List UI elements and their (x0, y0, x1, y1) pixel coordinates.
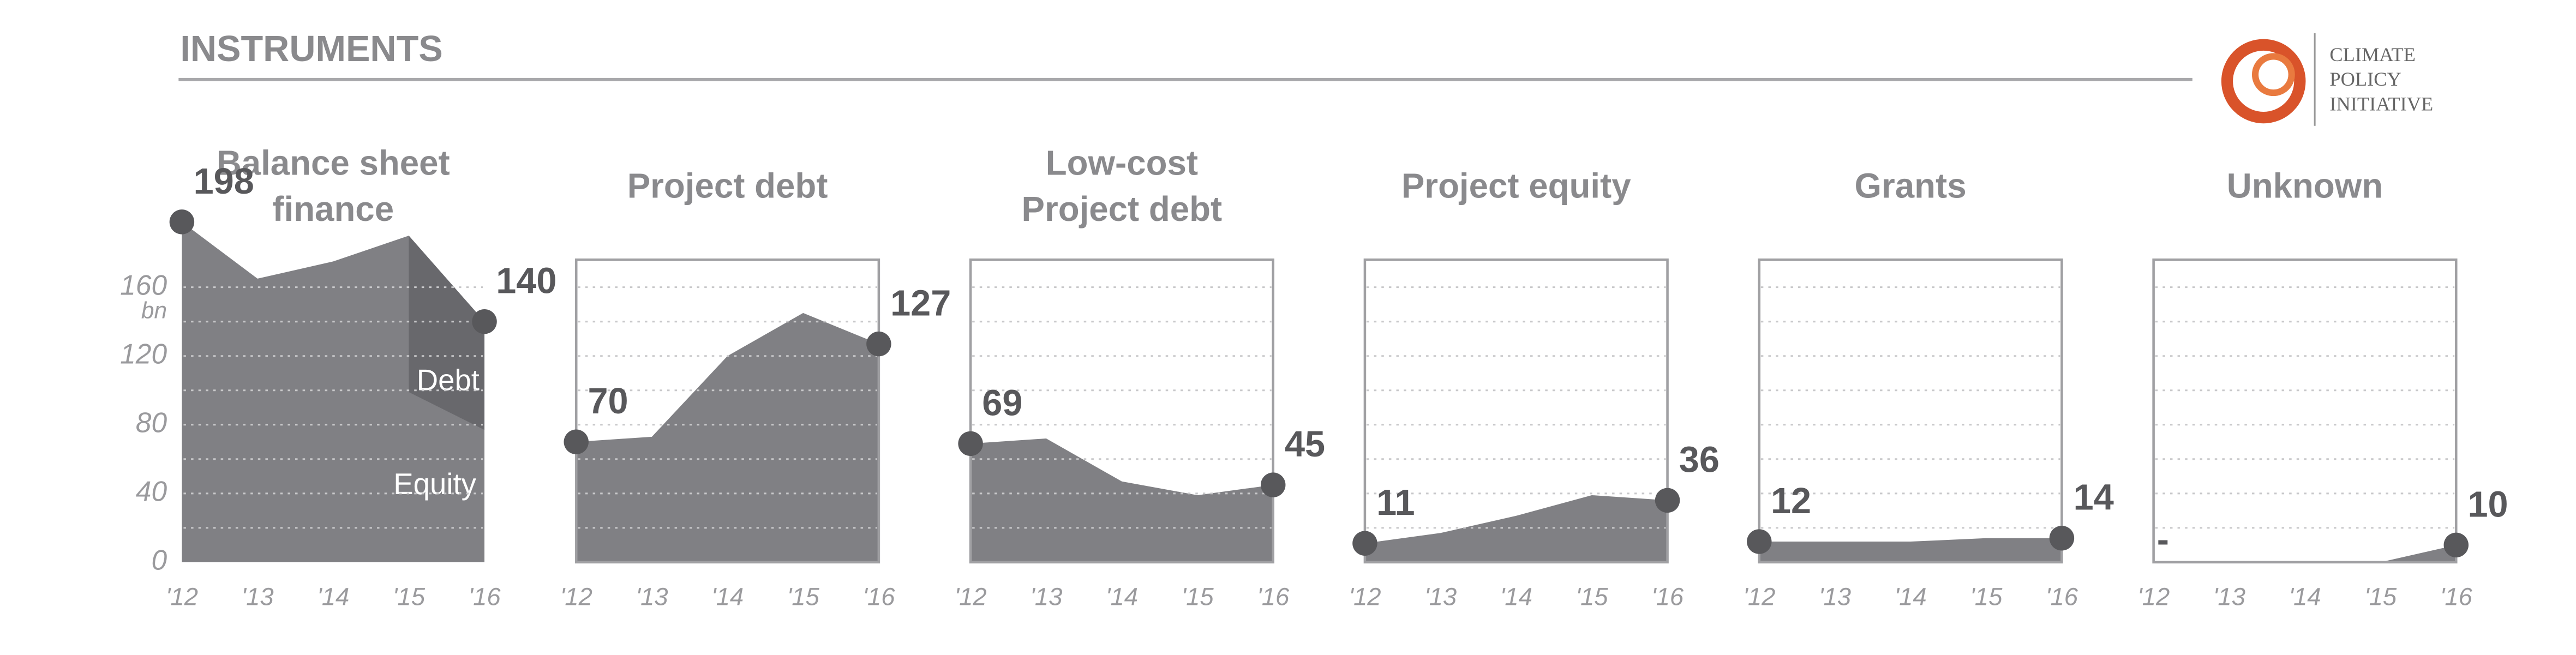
x-tick-label: '13 (1424, 583, 1457, 611)
panel-frame (1363, 258, 1669, 564)
x-tick-label: '15 (787, 583, 820, 611)
value-label: 14 (2074, 478, 2114, 518)
y-tick-label: 160 (120, 269, 167, 301)
x-tick-label: '12 (954, 583, 986, 611)
area (2153, 545, 2457, 562)
x-tick-label: '16 (862, 583, 895, 611)
panel-title: Project debt (627, 167, 828, 206)
panel-frame (574, 258, 880, 564)
x-tick-label: '12 (560, 583, 592, 611)
panel-title: Unknown (2227, 167, 2383, 206)
point (866, 331, 891, 357)
logo: CLIMATE POLICY INITIATIVE (2221, 33, 2433, 126)
point (1352, 531, 1377, 556)
x-tick-label: '13 (1819, 583, 1851, 611)
value-label: 10 (2467, 484, 2508, 525)
y-tick-label: 120 (120, 338, 167, 369)
point (472, 309, 497, 334)
point (1747, 529, 1772, 554)
x-tick-label: '14 (711, 583, 744, 611)
value-label: 69 (982, 383, 1022, 423)
point (1655, 488, 1680, 513)
area (1364, 495, 1668, 562)
x-tick-label: '16 (2046, 583, 2078, 611)
point (169, 209, 195, 235)
point (2049, 526, 2075, 551)
y-unit: bn (141, 297, 167, 323)
x-tick-label: '14 (2289, 583, 2321, 611)
segment-area (409, 236, 485, 430)
logo-inner (2251, 53, 2295, 97)
x-tick-label: '16 (468, 583, 501, 611)
area (971, 438, 1273, 562)
header-title: INSTRUMENTS (180, 29, 442, 69)
x-tick-label: '15 (1181, 583, 1214, 611)
value-label: 140 (496, 261, 556, 302)
x-tick-label: '12 (1349, 583, 1381, 611)
x-tick-label: '14 (1894, 583, 1926, 611)
x-tick-label: '12 (1743, 583, 1775, 611)
logo-text: CLIMATE (2329, 44, 2416, 65)
x-tick-label: '14 (1500, 583, 1532, 611)
panel-title: finance (272, 190, 394, 229)
x-tick-label: '16 (1651, 583, 1684, 611)
value-label: 12 (1771, 481, 1811, 521)
x-tick-label: '15 (1970, 583, 2003, 611)
panel-title: Grants (1855, 167, 1967, 206)
x-tick-label: '13 (2213, 583, 2245, 611)
point (564, 429, 589, 455)
x-tick-label: '14 (1106, 583, 1138, 611)
x-tick-label: '15 (1575, 583, 1608, 611)
value-label: 70 (588, 381, 628, 422)
area (1759, 538, 2062, 562)
x-tick-label: '13 (636, 583, 668, 611)
value-label: 45 (1285, 424, 1325, 465)
segment-label: Equity (393, 467, 476, 501)
point (1260, 472, 1286, 497)
panel-title: Low-cost (1046, 143, 1198, 182)
y-tick-label: 80 (136, 406, 167, 438)
value-label: 36 (1679, 440, 1720, 480)
logo-text: POLICY (2329, 68, 2401, 90)
point (2443, 532, 2469, 558)
value-label: 127 (890, 284, 951, 324)
y-tick-label: 40 (136, 475, 167, 507)
x-tick-label: '12 (2137, 583, 2170, 611)
value-label: - (2157, 520, 2169, 560)
logo-ring (2221, 39, 2306, 124)
panel-frame (1758, 258, 2063, 564)
value-label: 11 (1376, 483, 1415, 523)
x-tick-label: '13 (241, 583, 273, 611)
panel-title: Project debt (1022, 190, 1223, 229)
y-tick-label: 0 (151, 544, 167, 575)
panel-title: Balance sheet (217, 143, 450, 182)
value-label: 198 (194, 161, 254, 202)
x-tick-label: '16 (1257, 583, 1290, 611)
segment-label: Debt (417, 363, 480, 396)
x-tick-label: '15 (393, 583, 426, 611)
logo-text: INITIATIVE (2329, 93, 2433, 115)
x-tick-label: '15 (2364, 583, 2397, 611)
x-tick-label: '16 (2440, 583, 2473, 611)
panel-title: Project equity (1401, 167, 1631, 206)
point (958, 431, 983, 456)
x-tick-label: '13 (1030, 583, 1062, 611)
panel-frame (969, 258, 1274, 564)
x-tick-label: '12 (166, 583, 198, 611)
x-tick-label: '14 (317, 583, 349, 611)
area (576, 313, 879, 562)
panel-frame (2152, 258, 2458, 564)
